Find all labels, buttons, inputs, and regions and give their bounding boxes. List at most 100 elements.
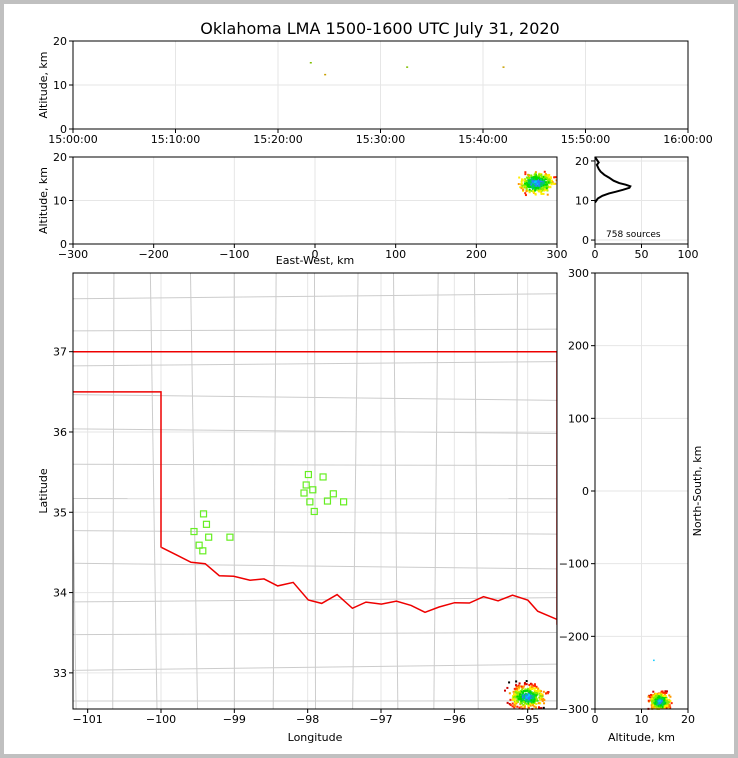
plan-source	[542, 690, 545, 693]
plan-source	[508, 702, 511, 705]
ew-source	[525, 185, 528, 188]
lma-station-marker	[202, 520, 211, 528]
y-tick-label: 200	[568, 340, 589, 353]
lma-station-marker	[309, 486, 317, 494]
plan-source	[522, 703, 525, 706]
y-tick-label: 0	[582, 485, 589, 498]
plan-source	[535, 693, 538, 696]
ew-source	[524, 183, 527, 186]
ns-source	[659, 704, 662, 707]
ew-source	[537, 186, 540, 189]
plan-source	[530, 692, 533, 695]
plan-source	[539, 698, 542, 701]
ns-source	[659, 705, 662, 708]
plan-source	[516, 688, 519, 691]
ns-source	[663, 693, 666, 696]
ew-source	[532, 190, 535, 193]
ns-source	[651, 700, 654, 703]
ew-source	[537, 179, 540, 182]
ns-source	[650, 693, 653, 696]
plan-source	[531, 692, 534, 695]
plan-source	[537, 688, 540, 691]
ew-source	[527, 177, 530, 180]
x-tick-label: −99	[223, 713, 246, 726]
plan-source	[535, 703, 538, 706]
y-tick-label: −300	[559, 703, 589, 716]
plan-source	[516, 699, 519, 702]
lma-station-marker	[199, 510, 208, 518]
plan-source	[534, 684, 537, 687]
plan-source	[525, 683, 528, 686]
plan-source	[515, 685, 518, 688]
ew-source	[527, 185, 530, 188]
ew-source	[525, 181, 528, 184]
plan-source	[513, 703, 516, 706]
ns-source	[662, 694, 665, 697]
ns-source	[666, 702, 669, 705]
ew-source	[530, 178, 533, 181]
ew-source	[536, 175, 539, 178]
ns-source	[654, 694, 657, 697]
x-tick-label: 50	[635, 248, 649, 261]
plan-source	[516, 689, 519, 692]
ew-source	[539, 185, 542, 188]
ns-source	[664, 706, 667, 709]
ew-source	[550, 183, 553, 186]
x-tick-label: 300	[547, 248, 568, 261]
plan-source	[542, 697, 545, 700]
ew-source	[528, 180, 531, 183]
lma-station-marker	[310, 507, 318, 516]
plan-source	[533, 705, 536, 708]
plan-source	[512, 690, 515, 693]
ew-source	[542, 184, 545, 187]
ns-source	[658, 695, 661, 698]
ew-source	[538, 173, 541, 176]
x-tick-label: 16:00:00	[663, 133, 712, 146]
ew-source	[538, 182, 541, 185]
plan-source	[509, 698, 512, 701]
plan-source	[516, 694, 519, 697]
plan-source	[513, 698, 516, 701]
lma-station-marker	[190, 527, 198, 536]
ew-source	[546, 178, 549, 181]
plan-source	[528, 696, 531, 699]
plan-source	[530, 699, 533, 702]
ns-source	[652, 695, 655, 698]
plan-source	[537, 690, 540, 693]
ns-source	[665, 707, 668, 710]
y-tick-label: 300	[568, 267, 589, 280]
plan-source	[515, 696, 518, 699]
ew-source	[542, 183, 545, 186]
ew-source	[520, 183, 523, 186]
x-tick-label: 0	[312, 248, 319, 261]
plan-source	[506, 686, 509, 689]
ew-source	[533, 179, 536, 182]
plan-source	[523, 697, 526, 700]
plan-source	[521, 693, 524, 696]
ns-source	[664, 695, 667, 698]
ns-source	[649, 696, 652, 699]
ew-source	[543, 182, 546, 185]
ew-source	[530, 180, 533, 183]
plan-source	[538, 707, 541, 710]
ns-source	[661, 702, 664, 705]
ns-source	[668, 694, 671, 697]
plan-source	[514, 702, 517, 705]
ew-source	[526, 183, 529, 186]
plan-source	[527, 702, 530, 705]
y-tick-label: −200	[559, 630, 589, 643]
plan-source	[520, 699, 523, 702]
ns-source	[662, 691, 665, 694]
ew-source	[542, 177, 545, 180]
plan-source	[529, 686, 532, 689]
plan-source	[541, 698, 544, 701]
plan-source	[541, 695, 544, 698]
ns-source	[662, 701, 665, 704]
plan-source	[528, 694, 531, 697]
plan-source	[525, 702, 528, 705]
plan-source	[518, 706, 521, 709]
plan-source	[508, 681, 511, 684]
ew-source	[549, 180, 552, 183]
ew-source	[534, 171, 537, 174]
plan-source	[534, 687, 537, 690]
